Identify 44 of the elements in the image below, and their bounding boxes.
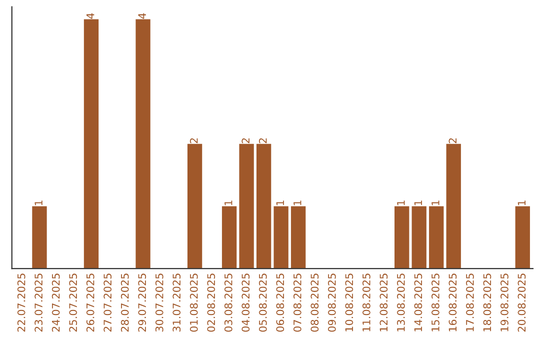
x-tick-label: 16.08.2025 xyxy=(448,274,457,332)
data-label: 2 xyxy=(448,138,456,144)
x-tick-label: 28.07.2025 xyxy=(120,274,129,332)
x-tick-label: 25.07.2025 xyxy=(69,274,78,332)
x-tick-label: 20.08.2025 xyxy=(518,274,526,332)
data-label: 2 xyxy=(258,138,267,144)
data-label: 1 xyxy=(34,200,42,206)
x-tick-label: 18.08.2025 xyxy=(483,274,492,332)
x-tick-label: 10.08.2025 xyxy=(345,274,354,332)
x-tick-label: 07.08.2025 xyxy=(293,274,302,332)
x-tick-label: 12.08.2025 xyxy=(380,274,388,332)
data-label: 1 xyxy=(414,200,422,206)
data-label: 1 xyxy=(294,200,302,206)
x-tick-label: 19.08.2025 xyxy=(500,274,508,332)
x-tick-label: 03.08.2025 xyxy=(224,274,232,332)
x-tick-label: 08.08.2025 xyxy=(310,274,319,332)
x-tick-label: 05.08.2025 xyxy=(258,274,267,332)
x-tick-label: 04.08.2025 xyxy=(242,274,250,332)
x-tick-label: 26.07.2025 xyxy=(86,274,94,332)
x-tick-label: 13.08.2025 xyxy=(396,274,405,332)
data-label: 2 xyxy=(242,138,250,144)
x-tick-label: 22.07.2025 xyxy=(17,274,26,332)
data-label: 4 xyxy=(138,13,146,19)
data-label: 4 xyxy=(86,13,94,19)
x-tick-label: 01.08.2025 xyxy=(190,274,198,332)
x-tick-label: 23.07.2025 xyxy=(34,274,43,332)
data-label: 1 xyxy=(397,200,405,206)
data-label: 1 xyxy=(518,200,526,206)
x-tick-label: 30.07.2025 xyxy=(155,274,164,332)
x-tick-label: 02.08.2025 xyxy=(207,274,216,332)
data-label: 1 xyxy=(224,200,232,206)
x-tick-label: 24.07.2025 xyxy=(52,274,60,332)
data-label: 2 xyxy=(190,138,198,144)
x-tick-label: 17.08.2025 xyxy=(466,274,474,332)
x-tick-label: 29.07.2025 xyxy=(138,274,146,332)
x-tick-label: 15.08.2025 xyxy=(431,274,440,332)
data-label: 1 xyxy=(276,200,284,206)
data-label: 1 xyxy=(432,200,440,206)
x-tick-label: 11.08.2025 xyxy=(362,274,370,332)
x-tick-label: 06.08.2025 xyxy=(276,274,284,332)
x-tick-label: 31.07.2025 xyxy=(172,274,181,332)
x-tick-label: 27.07.2025 xyxy=(104,274,112,332)
x-tick-label: 09.08.2025 xyxy=(328,274,336,332)
x-tick-label: 14.08.2025 xyxy=(414,274,422,332)
